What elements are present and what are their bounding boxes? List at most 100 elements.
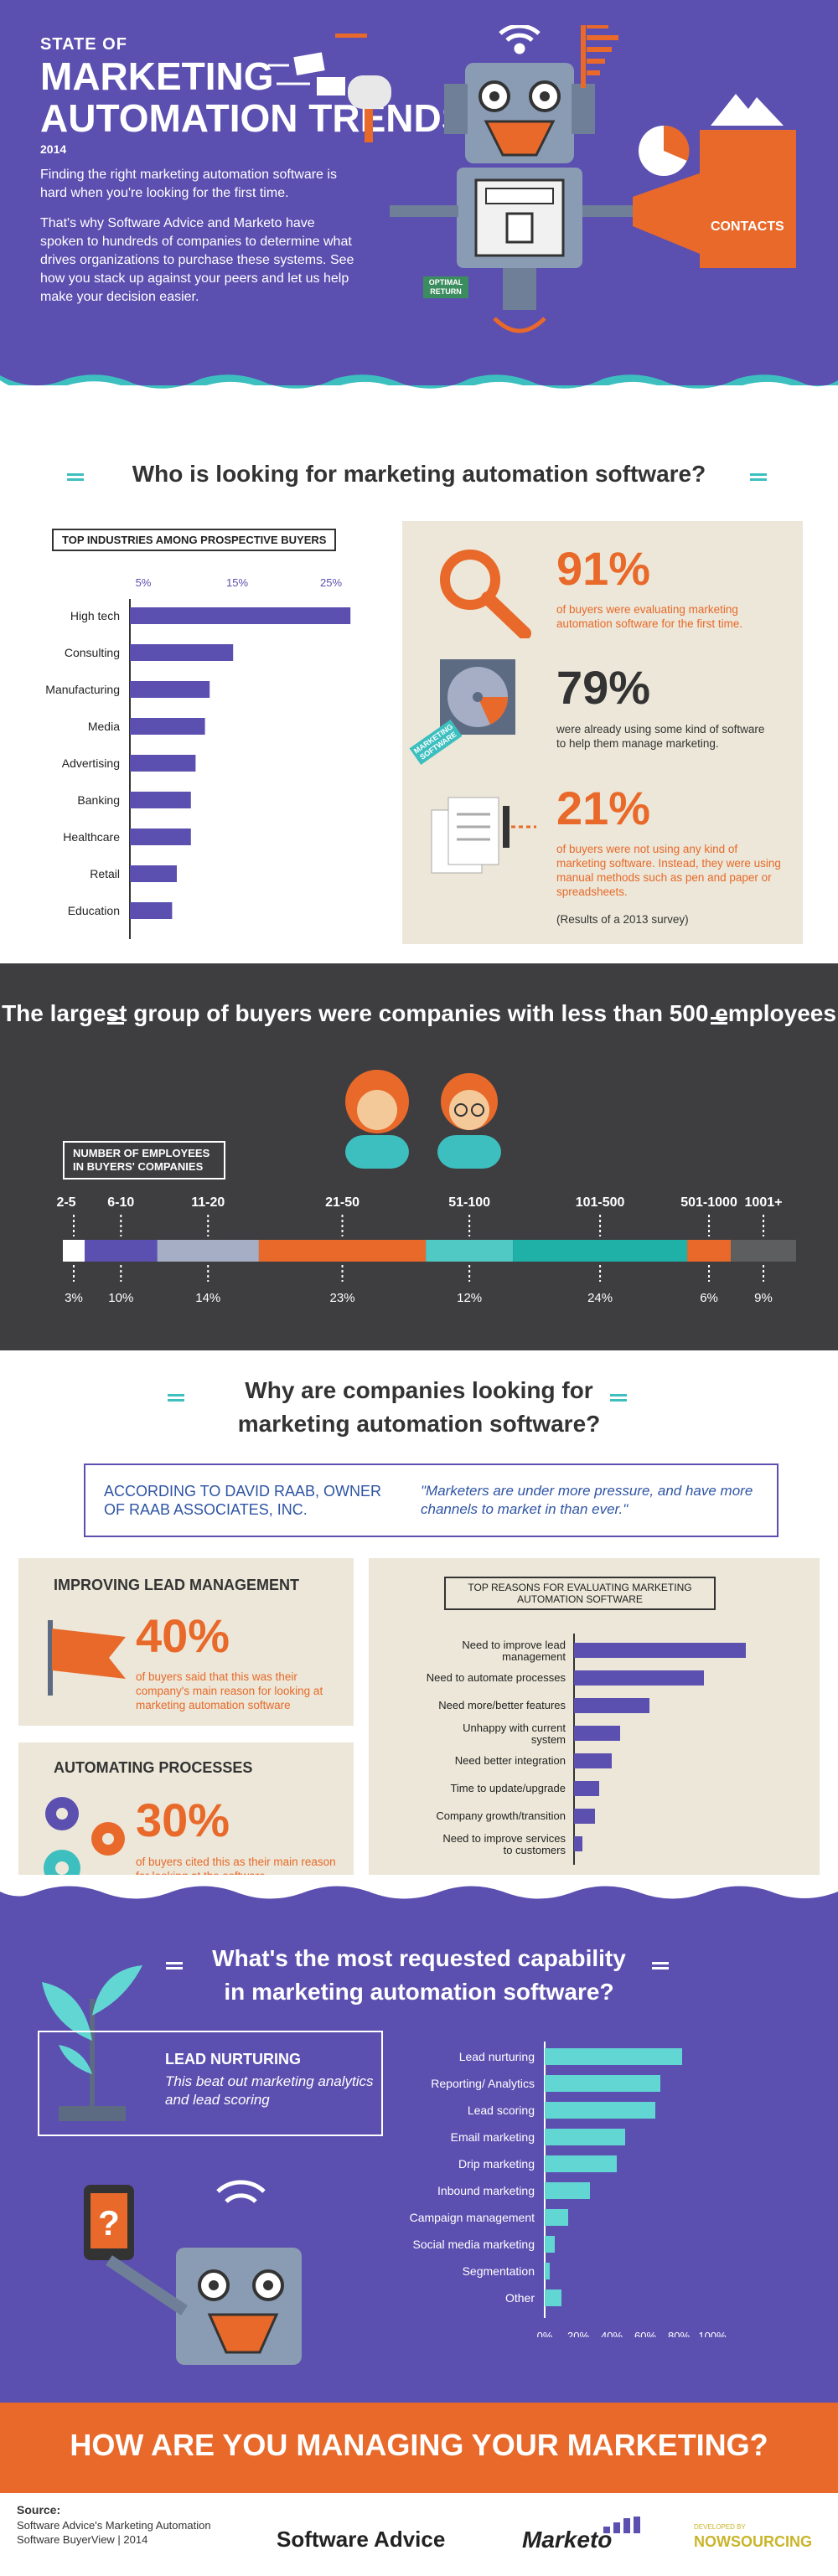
capability-tick-label: 20% — [567, 2330, 589, 2337]
employee-category-label: 501-1000 — [680, 1195, 737, 1210]
employees-stacked-bar: 2-5 3% 6-10 10% 11-20 14% 21-50 23% 51-100 12% 101… — [56, 1195, 796, 1305]
lead-management-panel: IMPROVING LEAD MANAGEMENT 40% of buyers … — [18, 1558, 354, 1726]
lead-management-heading: IMPROVING LEAD MANAGEMENT — [54, 1577, 300, 1593]
employee-pct-label: 3% — [65, 1291, 83, 1305]
paper-icon — [431, 797, 536, 874]
employee-pct-label: 9% — [754, 1291, 773, 1305]
capability-bar — [545, 2209, 568, 2226]
employee-segment — [157, 1240, 259, 1262]
capability-tick-label: 40% — [601, 2330, 623, 2337]
capability-bar — [545, 2289, 561, 2306]
bar-chart-icon — [335, 25, 618, 88]
stat3-text: of buyers were not using any kind of mar… — [556, 843, 781, 898]
capability-bar — [545, 2236, 555, 2253]
hero-intro-p2: That's why Software Advice and Marketo h… — [40, 216, 354, 304]
employee-category-label: 11-20 — [191, 1195, 225, 1210]
heading-decoration — [750, 473, 767, 485]
employee-category-label: 6-10 — [107, 1195, 134, 1210]
capability-bar — [545, 2129, 625, 2145]
capability-bar — [545, 2102, 655, 2119]
stat2-pct: 79% — [556, 661, 651, 714]
capability-label: Social media marketing — [412, 2238, 535, 2251]
wifi-icon — [499, 25, 541, 54]
employees-heading: The largest group of buyers were compani… — [2, 1000, 836, 1026]
automating-pct: 30% — [136, 1794, 230, 1846]
employee-category-label: 2-5 — [56, 1195, 75, 1210]
industry-bar — [130, 865, 177, 882]
employee-pct-label: 12% — [457, 1291, 482, 1305]
industry-label: Consulting — [65, 646, 120, 659]
stats-panel: 91% of buyers were evaluating marketing … — [402, 521, 803, 944]
magnifier-icon — [440, 550, 531, 638]
reason-label: to customers — [504, 1844, 566, 1856]
heading-decoration — [166, 1962, 183, 1974]
employee-pct-label: 14% — [195, 1291, 220, 1305]
reason-label: Time to update/upgrade — [450, 1782, 566, 1794]
gears-icon — [44, 1797, 125, 1887]
employee-category-label: 51-100 — [448, 1195, 490, 1210]
reason-bar — [574, 1670, 704, 1685]
capability-label: Email marketing — [451, 2130, 535, 2144]
reason-label: management — [502, 1650, 566, 1663]
employee-category-label: 101-500 — [576, 1195, 625, 1210]
reason-label: Need to automate processes — [427, 1671, 566, 1684]
cta-banner: HOW ARE YOU MANAGING YOUR MARKETING? — [0, 2403, 838, 2493]
industry-bar — [130, 718, 205, 735]
industry-label: Education — [68, 904, 120, 917]
industry-label: Healthcare — [63, 830, 120, 844]
hero-intro-p1: Finding the right marketing automation s… — [40, 168, 337, 200]
robot-illustration — [268, 25, 796, 333]
mail-icon — [268, 52, 391, 142]
hero-section: STATE OF MARKETING AUTOMATION TRENDS 201… — [0, 0, 838, 369]
contacts-label: CONTACTS — [711, 219, 784, 234]
marketo-bars-icon — [603, 2517, 640, 2533]
stat1-pct: 91% — [556, 542, 651, 595]
capabilities-bar-chart: Lead nurturing Reporting/ Analytics Lead s… — [410, 2042, 727, 2337]
source-text: Software Advice's Marketing Automation S… — [17, 2519, 211, 2546]
industry-bar — [130, 607, 351, 624]
employee-segment — [258, 1240, 427, 1262]
industry-bar — [130, 644, 234, 661]
capability-section: What's the most requested capability in … — [0, 1875, 838, 2403]
capability-bar — [545, 2048, 682, 2065]
capability-bar — [545, 2263, 550, 2279]
heading-decoration — [168, 1394, 184, 1406]
megaphone-icon — [633, 172, 704, 256]
reason-bar — [574, 1836, 582, 1851]
stat3-pct: 21% — [556, 782, 651, 834]
capability-label: Reporting/ Analytics — [431, 2077, 535, 2090]
automating-panel: AUTOMATING PROCESSES 30% of buyers cited… — [18, 1742, 354, 1897]
employees-chart-label: NUMBER OF EMPLOYEES IN BUYERS' COMPANIES — [63, 1141, 225, 1180]
stat2-text: were already using some kind of software… — [556, 723, 765, 750]
industry-tick-label: 5% — [136, 576, 152, 589]
mountain-icon — [711, 94, 784, 126]
industries-bar-chart: 5% 15% 25% High tech Consulting Manufacturing… — [45, 576, 351, 939]
employee-pct-label: 24% — [587, 1291, 613, 1305]
industry-tick-label: 25% — [320, 576, 342, 589]
employee-segment — [426, 1240, 514, 1262]
reason-bar — [574, 1698, 649, 1713]
quote-attribution: ACCORDING TO DAVID RAAB, OWNER OF RAAB A… — [104, 1483, 382, 1518]
wave-divider — [0, 369, 838, 407]
employee-segment — [731, 1240, 796, 1262]
nowsourcing-logo[interactable]: NOWSOURCING — [694, 2533, 812, 2550]
capability-label: Segmentation — [463, 2264, 535, 2278]
capability-label: Lead nurturing — [459, 2050, 535, 2063]
employee-segment — [687, 1240, 732, 1262]
automating-heading: AUTOMATING PROCESSES — [54, 1759, 253, 1776]
software-advice-logo[interactable]: Software Advice — [277, 2527, 446, 2552]
reason-label: Need to improve lead — [462, 1639, 566, 1651]
industry-bar — [130, 829, 191, 845]
why-heading: Why are companies looking for marketing … — [237, 1377, 601, 1437]
capability-tick-label: 100% — [698, 2330, 727, 2337]
marketo-logo[interactable]: Marketo — [522, 2527, 613, 2553]
reason-bar — [574, 1643, 746, 1658]
heading-decoration — [610, 1394, 627, 1406]
industry-label: Banking — [77, 793, 120, 807]
capability-heading: What's the most requested capability in … — [212, 1945, 626, 2005]
hero-kicker: STATE OF — [40, 35, 127, 54]
capability-label: Drip marketing — [458, 2157, 535, 2171]
heading-decoration — [107, 1017, 124, 1029]
capability-label: Inbound marketing — [437, 2184, 535, 2197]
reason-bar — [574, 1726, 620, 1741]
